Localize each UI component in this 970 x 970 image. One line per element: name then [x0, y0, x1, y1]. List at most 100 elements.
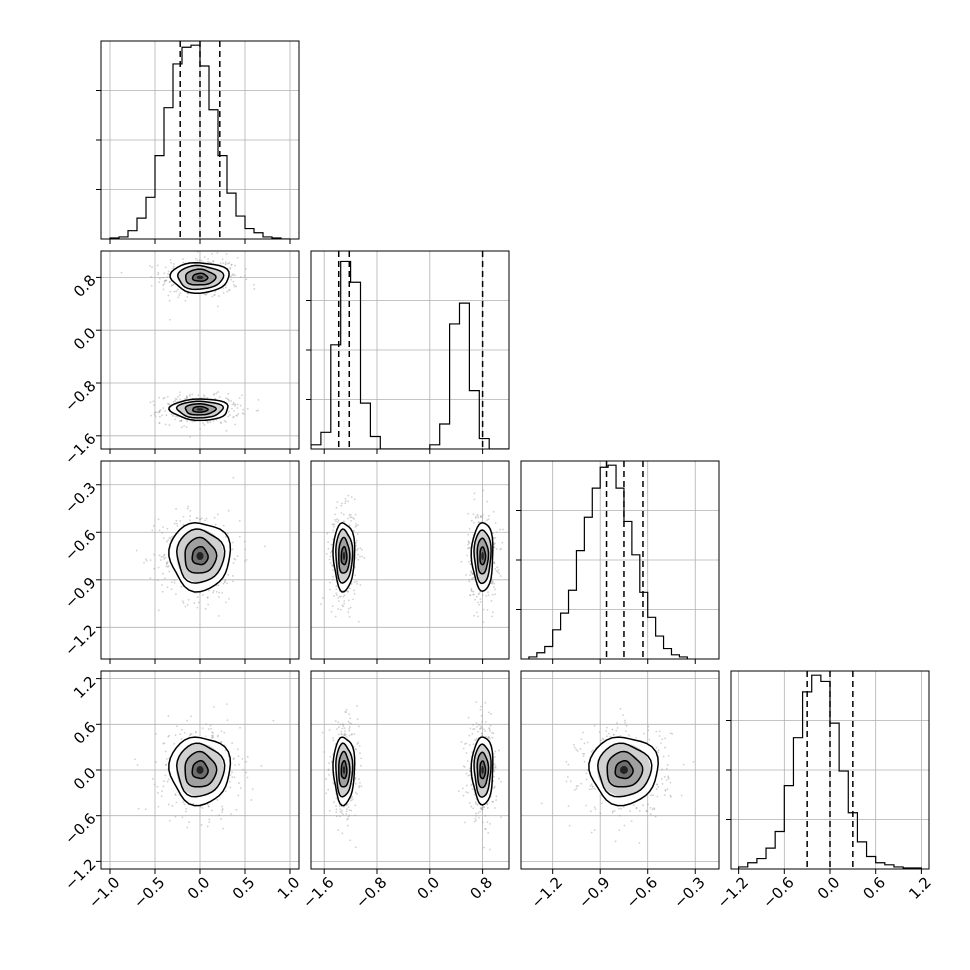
- scatter-point: [494, 542, 497, 545]
- scatter-point: [157, 792, 159, 794]
- scatter-point: [353, 518, 356, 520]
- scatter-point: [158, 411, 161, 414]
- scatter-point: [203, 256, 206, 258]
- scatter-point: [349, 516, 352, 518]
- scatter-point: [178, 419, 181, 422]
- scatter-point: [149, 577, 152, 580]
- scatter-point: [213, 392, 216, 395]
- scatter-point: [244, 274, 246, 277]
- scatter-point: [196, 596, 199, 598]
- scatter-point: [234, 764, 236, 766]
- scatter-point: [342, 723, 345, 726]
- scatter-point: [225, 601, 227, 604]
- scatter-point: [246, 755, 249, 758]
- scatter-point: [478, 521, 481, 524]
- scatter-point: [469, 774, 471, 776]
- scatter-point: [153, 404, 155, 406]
- scatter-point: [585, 772, 588, 775]
- scatter-point: [667, 775, 670, 778]
- scatter-point: [357, 558, 360, 561]
- scatter-point: [186, 296, 189, 298]
- scatter-point: [203, 424, 206, 426]
- scatter-point: [482, 489, 485, 492]
- scatter-point: [349, 717, 352, 720]
- scatter-point: [486, 802, 489, 805]
- y-tick-label: 0.0: [70, 324, 100, 354]
- scatter-point: [175, 398, 178, 401]
- scatter-point: [667, 776, 670, 779]
- scatter-point: [164, 410, 167, 412]
- scatter-point: [491, 581, 494, 584]
- contour-0-3: [168, 736, 232, 807]
- contour-0-1: [184, 536, 218, 574]
- scatter-point: [223, 731, 226, 734]
- scatter-point: [471, 733, 474, 735]
- scatter-point: [175, 593, 177, 596]
- scatter-point: [206, 292, 208, 295]
- scatter-point: [344, 500, 347, 503]
- scatter-point: [589, 810, 592, 813]
- scatter-point: [492, 732, 495, 735]
- scatter-point: [540, 802, 543, 805]
- scatter-point: [491, 593, 494, 596]
- scatter-point: [350, 809, 353, 812]
- scatter-point: [227, 415, 230, 418]
- scatter-point: [475, 738, 478, 740]
- scatter-point: [177, 395, 179, 398]
- scatter-point: [350, 496, 353, 499]
- scatter-point: [480, 725, 483, 728]
- scatter-point: [340, 730, 343, 733]
- scatter-point: [335, 588, 338, 591]
- scatter-point: [612, 733, 615, 736]
- scatter-point: [333, 801, 335, 804]
- scatter-point: [470, 590, 473, 593]
- scatter-point: [649, 813, 652, 815]
- scatter-point: [475, 722, 478, 724]
- scatter-point: [233, 410, 236, 412]
- scatter-point: [222, 291, 225, 294]
- scatter-point: [216, 735, 219, 738]
- scatter-point: [168, 570, 171, 573]
- scatter-point: [488, 848, 491, 851]
- scatter-point: [332, 781, 335, 784]
- scatter-point: [481, 734, 484, 737]
- contour-1-1: [476, 537, 490, 575]
- scatter-point: [490, 713, 492, 715]
- scatter-point: [235, 808, 238, 811]
- scatter-point: [576, 750, 579, 752]
- scatter-point: [477, 723, 480, 726]
- scatter-point: [157, 411, 160, 414]
- contour-1-0: [192, 405, 209, 413]
- scatter-point: [658, 735, 661, 737]
- scatter-point: [653, 808, 656, 811]
- scatter-point: [162, 785, 165, 788]
- scatter-point: [163, 558, 166, 560]
- scatter-point: [330, 610, 333, 613]
- scatter-point: [182, 515, 185, 518]
- scatter-point: [224, 421, 227, 423]
- contour-0-2: [176, 264, 225, 291]
- scatter-point: [468, 578, 470, 581]
- scatter-point: [230, 264, 233, 266]
- scatter-point: [661, 768, 664, 771]
- scatter-point: [605, 735, 608, 738]
- scatter-point: [479, 516, 482, 518]
- contour-0-2: [335, 742, 354, 798]
- scatter-point: [188, 821, 191, 824]
- scatter-point: [471, 572, 474, 575]
- scatter-point: [335, 594, 338, 596]
- scatter-point: [353, 581, 356, 584]
- scatter-point: [224, 580, 226, 583]
- scatter-point: [236, 403, 239, 406]
- scatter-point: [180, 419, 183, 422]
- scatter-point: [207, 603, 210, 606]
- panel-2-1: [310, 460, 510, 664]
- scatter-point: [467, 533, 470, 536]
- scatter-point: [468, 802, 471, 804]
- scatter-point: [475, 725, 478, 728]
- scatter-point: [471, 572, 474, 575]
- scatter-point: [619, 707, 622, 710]
- scatter-point: [632, 804, 635, 807]
- scatter-point: [165, 414, 168, 417]
- scatter-point: [332, 739, 335, 742]
